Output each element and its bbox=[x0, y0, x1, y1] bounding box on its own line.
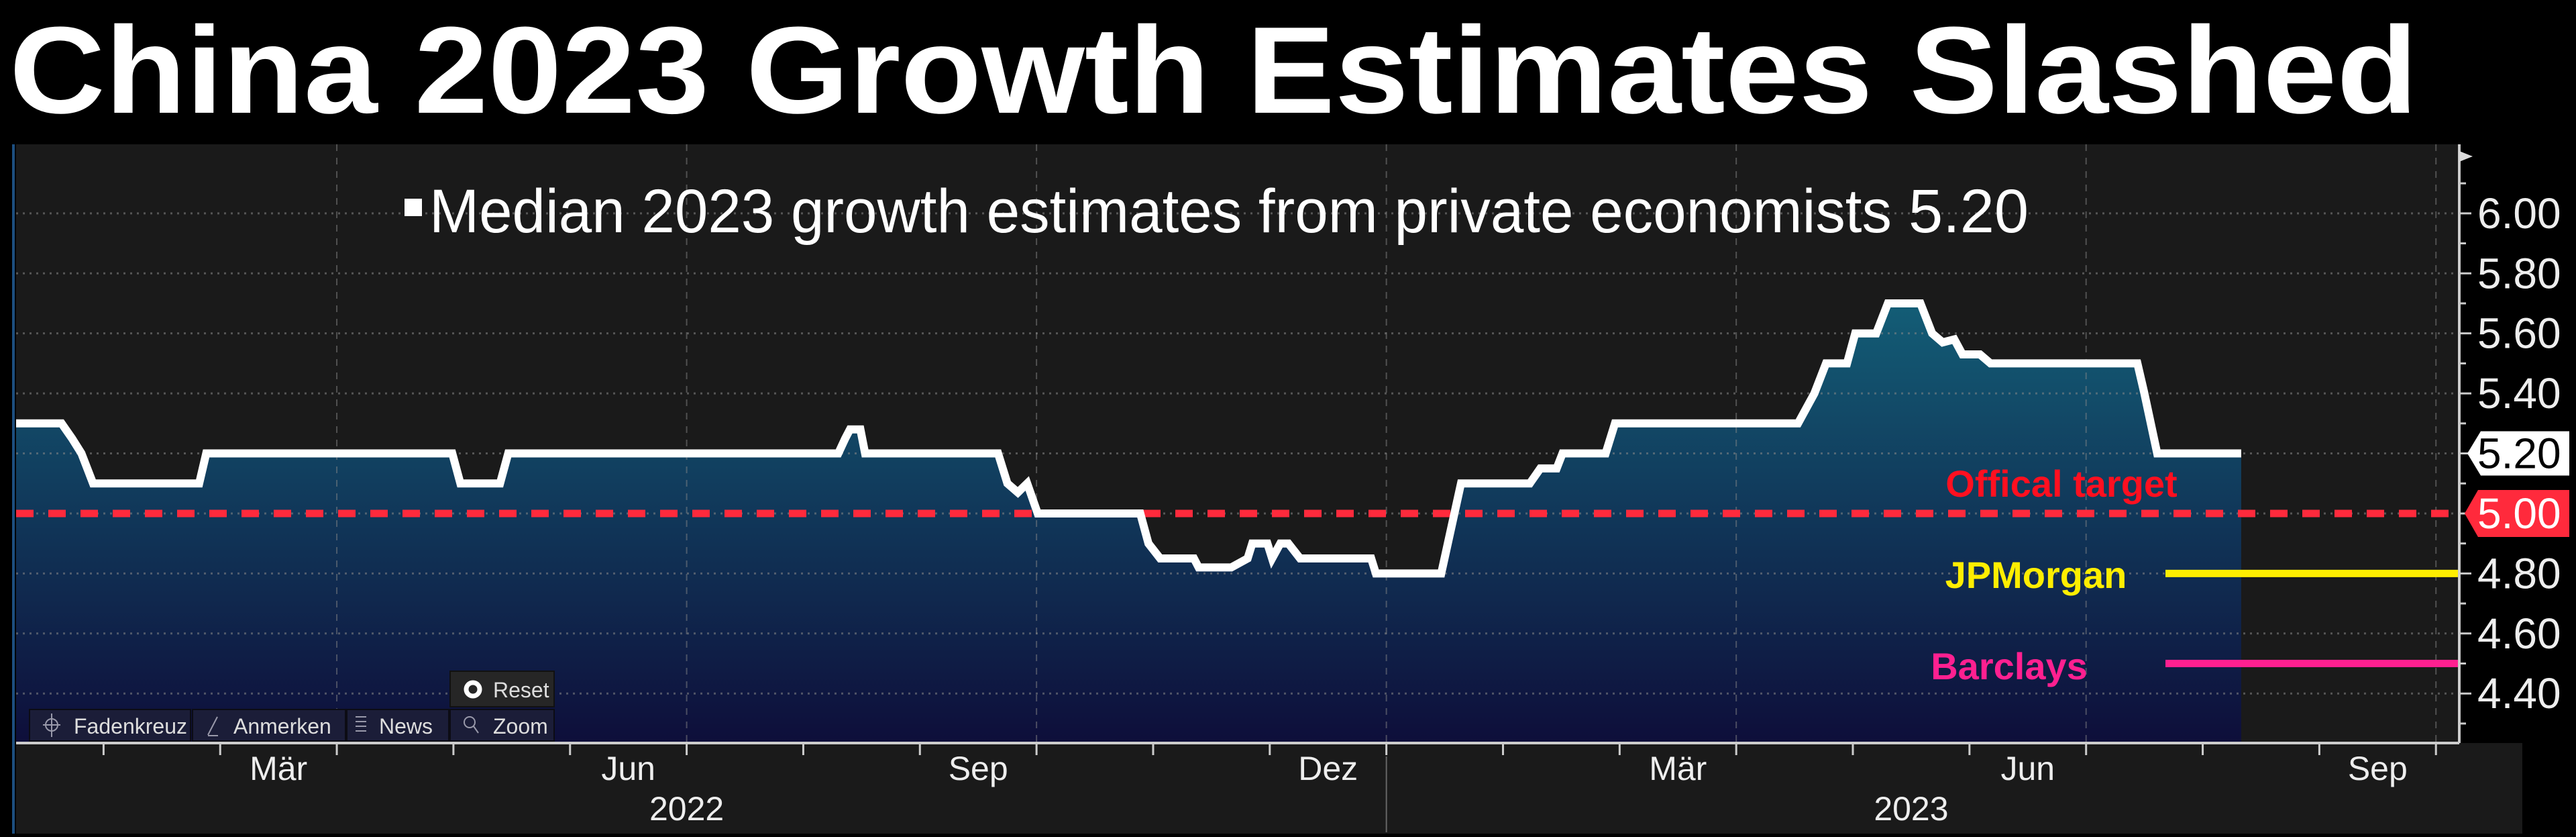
reset-label: Reset bbox=[493, 678, 549, 702]
target-value-box bbox=[2465, 489, 2569, 537]
year-label: 2022 bbox=[649, 790, 724, 828]
magnifier-icon bbox=[464, 716, 479, 734]
zoom-button[interactable]: Zoom bbox=[449, 709, 555, 742]
reset-button[interactable]: Reset bbox=[449, 671, 555, 707]
page-title: China 2023 Growth Estimates Slashed bbox=[9, 1, 2418, 139]
chart-toolbar: Reset Fadenkreuz Anmerken News Zoom bbox=[29, 671, 555, 742]
last-value-box bbox=[2467, 431, 2569, 476]
left-border bbox=[12, 144, 15, 834]
y-tick-label: 4.80 bbox=[2477, 549, 2561, 597]
legend: Median 2023 growth estimates from privat… bbox=[405, 177, 2029, 246]
y-axis-arrow bbox=[2459, 151, 2473, 162]
target-label: Offical target bbox=[1945, 462, 2177, 505]
barclays-label: Barclays bbox=[1931, 645, 2088, 687]
news-button[interactable]: News bbox=[346, 709, 449, 742]
y-tick-label: 5.40 bbox=[2477, 369, 2561, 417]
y-tick-label: 4.60 bbox=[2477, 609, 2561, 658]
target-value-label: 5.00 bbox=[2477, 489, 2561, 538]
series-area-fill bbox=[16, 303, 2241, 743]
x-tick-label: Jun bbox=[601, 750, 655, 787]
jpmorgan-label: JPMorgan bbox=[1945, 554, 2127, 596]
reset-icon bbox=[464, 680, 482, 699]
zoom-label: Zoom bbox=[493, 714, 548, 738]
series-line bbox=[16, 299, 2241, 578]
legend-label: Median 2023 growth estimates from privat… bbox=[429, 177, 1892, 246]
annotate-label: Anmerken bbox=[233, 714, 331, 738]
x-tick-label: Jun bbox=[2000, 750, 2055, 787]
legend-value: 5.20 bbox=[1909, 177, 2029, 246]
x-tick-label: Mär bbox=[1649, 750, 1707, 787]
x-tick-label: Sep bbox=[949, 750, 1008, 787]
x-tick-label: Sep bbox=[2348, 750, 2408, 787]
legend-marker bbox=[405, 199, 422, 216]
news-icon bbox=[356, 716, 366, 732]
crosshair-label: Fadenkreuz bbox=[74, 714, 187, 738]
crosshair-icon bbox=[43, 713, 60, 737]
y-tick-label: 5.60 bbox=[2477, 309, 2561, 358]
crosshair-button[interactable]: Fadenkreuz bbox=[29, 709, 191, 742]
pencil-icon bbox=[207, 716, 218, 736]
x-axis-area bbox=[16, 743, 2522, 834]
news-label: News bbox=[379, 714, 433, 738]
y-tick-label: 4.40 bbox=[2477, 669, 2561, 718]
x-tick-label: Dez bbox=[1298, 750, 1358, 787]
last-value-label: 5.20 bbox=[2477, 430, 2561, 478]
y-tick-label: 5.80 bbox=[2477, 249, 2561, 297]
x-tick-label: Mär bbox=[250, 750, 307, 787]
year-label: 2023 bbox=[1874, 790, 1948, 828]
annotate-button[interactable]: Anmerken bbox=[192, 709, 346, 742]
y-tick-label: 6.00 bbox=[2477, 189, 2561, 238]
